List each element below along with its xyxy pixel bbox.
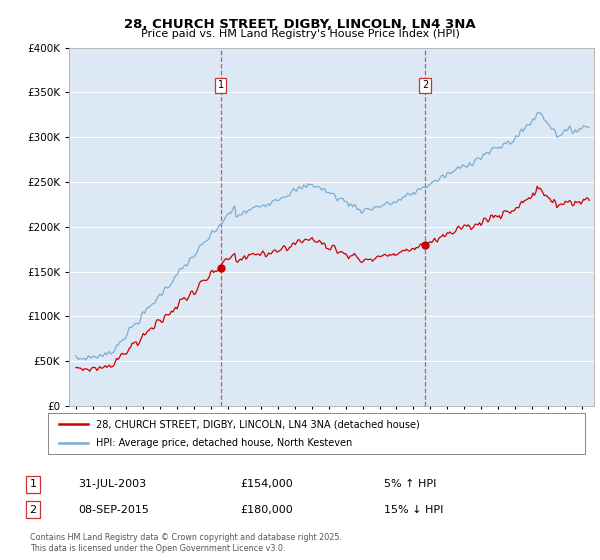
Text: Contains HM Land Registry data © Crown copyright and database right 2025.
This d: Contains HM Land Registry data © Crown c… — [30, 533, 342, 553]
Text: £180,000: £180,000 — [240, 505, 293, 515]
Text: Price paid vs. HM Land Registry's House Price Index (HPI): Price paid vs. HM Land Registry's House … — [140, 29, 460, 39]
Text: 08-SEP-2015: 08-SEP-2015 — [78, 505, 149, 515]
Text: 1: 1 — [218, 80, 224, 90]
Text: 2: 2 — [29, 505, 37, 515]
Text: 28, CHURCH STREET, DIGBY, LINCOLN, LN4 3NA (detached house): 28, CHURCH STREET, DIGBY, LINCOLN, LN4 3… — [97, 419, 420, 429]
Text: £154,000: £154,000 — [240, 479, 293, 489]
Text: 2: 2 — [422, 80, 428, 90]
Text: 15% ↓ HPI: 15% ↓ HPI — [384, 505, 443, 515]
Text: 28, CHURCH STREET, DIGBY, LINCOLN, LN4 3NA: 28, CHURCH STREET, DIGBY, LINCOLN, LN4 3… — [124, 18, 476, 31]
Text: 1: 1 — [29, 479, 37, 489]
Text: 5% ↑ HPI: 5% ↑ HPI — [384, 479, 436, 489]
Text: 31-JUL-2003: 31-JUL-2003 — [78, 479, 146, 489]
Text: HPI: Average price, detached house, North Kesteven: HPI: Average price, detached house, Nort… — [97, 438, 353, 447]
